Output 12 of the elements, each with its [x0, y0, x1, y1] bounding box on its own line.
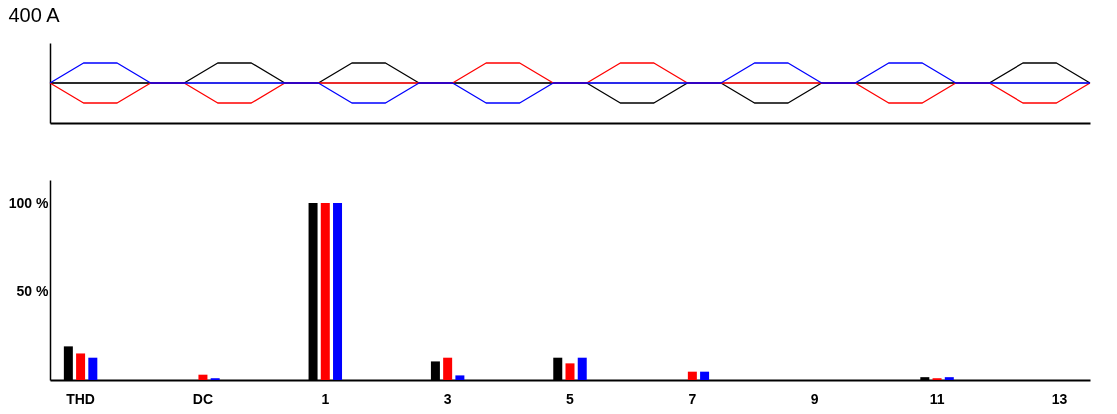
x-tick-label: DC	[192, 390, 214, 407]
x-tick-label: THD	[66, 390, 95, 407]
x-tick-label: 13	[1051, 390, 1068, 407]
y-axis-title: 400 A	[8, 3, 61, 26]
y-tick-label: 50 %	[16, 283, 50, 299]
x-tick-label: 11	[929, 390, 945, 407]
x-tick-label: 9	[810, 390, 819, 407]
x-tick-label: 1	[321, 390, 330, 407]
y-tick-label: 100 %	[8, 194, 50, 211]
x-tick-label: 3	[443, 390, 452, 407]
x-tick-label: 5	[566, 390, 575, 407]
x-tick-label: 7	[688, 390, 697, 407]
